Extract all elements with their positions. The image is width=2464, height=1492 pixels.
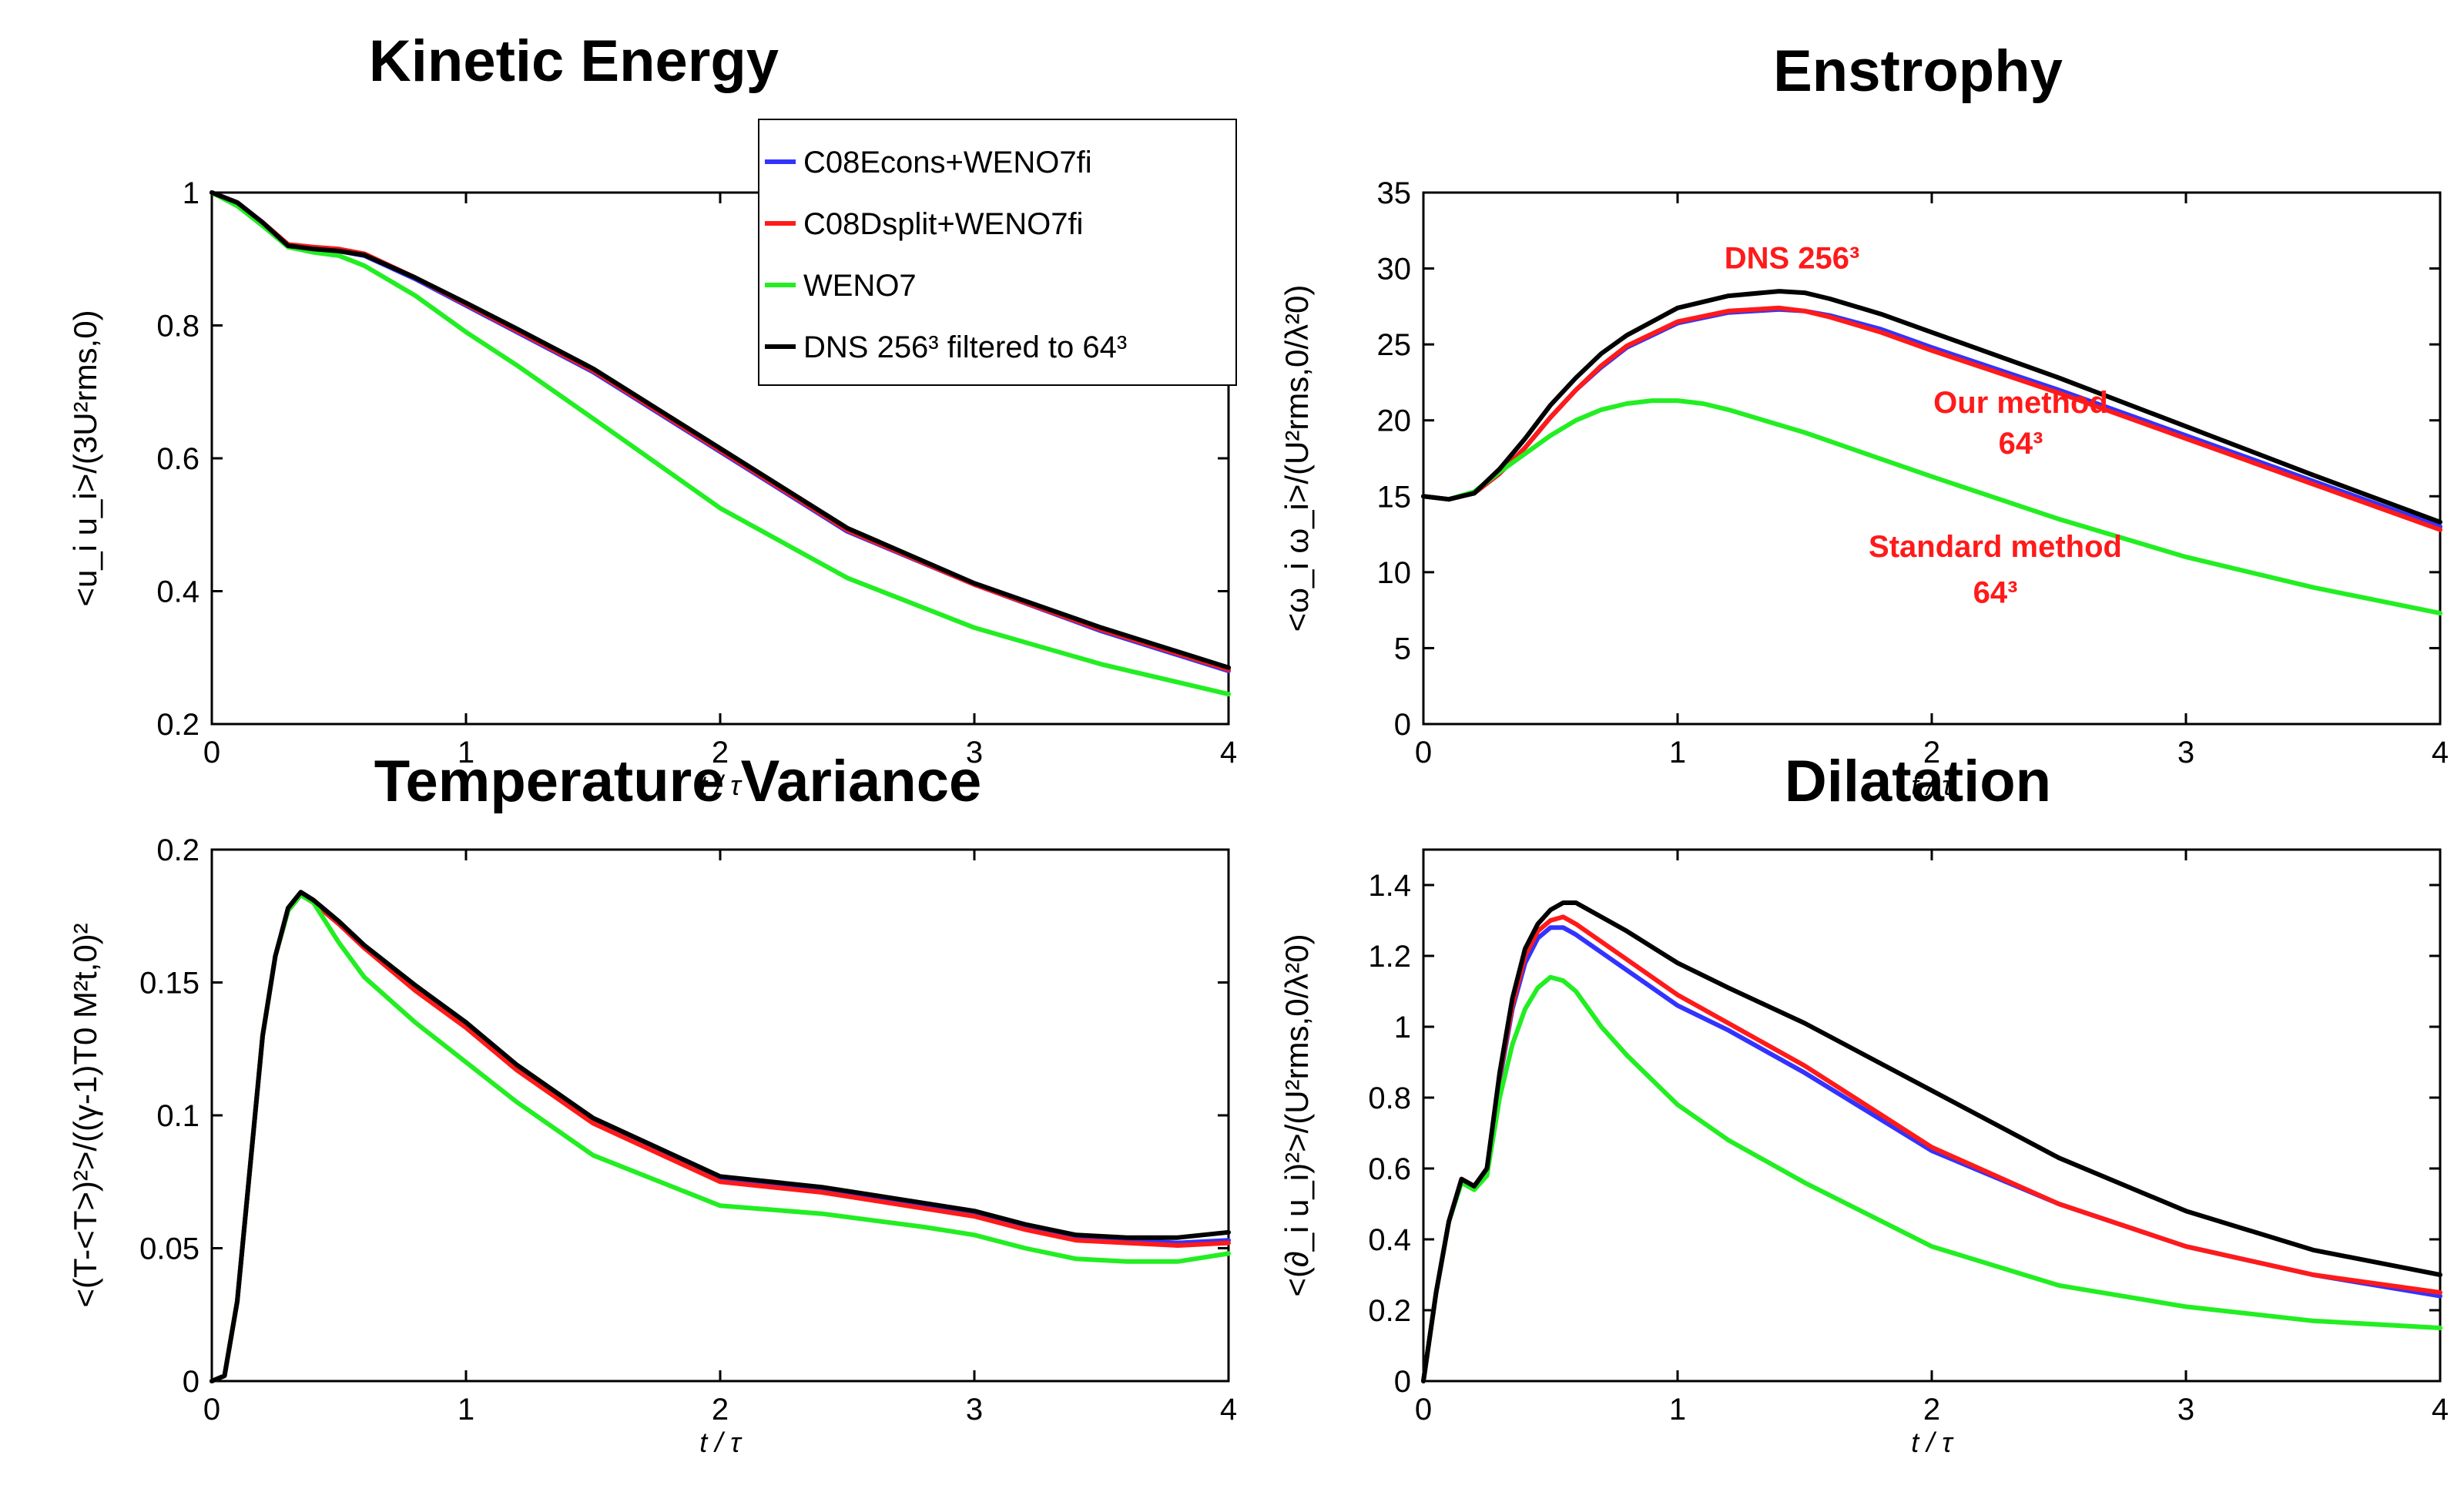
y-tick-label: 0.4 [1368,1223,1411,1257]
x-tick-label: 0 [1415,1393,1432,1427]
y-axis-label: <ω_i ω_i>/(U²rms,0/λ²0) [1279,285,1315,632]
y-tick-label: 0.2 [1368,1294,1411,1328]
x-tick-label: 2 [712,1393,729,1427]
x-tick-label: 4 [2432,1393,2449,1427]
legend-label: WENO7 [803,269,917,303]
chart-annotation: Standard method [1869,530,2122,564]
x-tick-label: 4 [1220,1393,1237,1427]
y-tick-label: 5 [1394,632,1411,666]
x-axis-label: t / τ [699,769,743,801]
axes-box [210,848,1230,1383]
chart-annotation: 64³ [1973,575,2018,609]
series-line-dns-256-filtered-to-64- [210,890,1231,1383]
y-tick-label: 0.05 [139,1232,199,1266]
y-tick-label: 0.4 [156,575,199,609]
legend-label: C08Econs+WENO7fi [803,146,1092,179]
y-tick-label: 25 [1377,328,1412,362]
x-tick-label: 0 [1415,736,1432,769]
axes-box [1422,191,2442,726]
x-tick-label: 1 [1669,736,1686,769]
legend-label: C08Dsplit+WENO7fi [803,207,1083,241]
series-line-dns-256-filtered-to-64- [1421,289,2442,525]
x-tick-label: 3 [2177,736,2194,769]
x-tick-label: 2 [712,736,729,769]
series-line-weno7 [1421,398,2442,616]
y-tick-label: 0.15 [139,967,199,1001]
y-tick-label: 1.4 [1368,869,1411,903]
y-axis-label: <(T-<T>)²>/((γ-1)T0 M²t,0)² [67,923,103,1307]
x-tick-label: 0 [203,736,220,769]
x-tick-label: 3 [2177,1393,2194,1427]
series-line-weno7 [1421,974,2442,1383]
y-tick-label: 0.2 [156,708,199,742]
panel-title: Kinetic Energy [369,28,779,94]
y-tick-label: 0.6 [1368,1152,1411,1186]
y-tick-label: 0.8 [156,310,199,344]
chart-annotation: 64³ [1999,427,2043,461]
chart-annotation: Our method [1933,386,2108,420]
series-line-c08dsplit-weno7fi [210,892,1231,1383]
y-tick-label: 0.6 [156,442,199,476]
x-tick-label: 4 [2432,736,2449,769]
y-tick-label: 0 [183,1365,199,1399]
y-tick-label: 0 [1394,708,1411,742]
panel-title: Enstrophy [1773,39,2063,104]
y-tick-label: 1 [1394,1011,1411,1044]
legend-box [758,119,1237,386]
series-line-c08econs-weno7fi [210,892,1231,1383]
x-tick-label: 0 [203,1393,220,1427]
panel-ens: Enstrophy 0 1 2 3 4 0 5 10 15 20 25 30 35 <ω_i ω_i>/(U… [1279,39,2449,801]
y-axis-label: <(∂_i u_i)²>/(U²rms,0/λ²0) [1279,934,1315,1296]
y-tick-label: 30 [1377,253,1412,287]
y-tick-label: 0.8 [1368,1081,1411,1115]
axes-box [1422,848,2442,1383]
y-axis-label: <u_i u_i>/(3U²rms,0) [67,310,103,606]
panel-ke: Kinetic Energy 0 1 2 3 4 0.2 0.4 0.6 0.8 1 <u_i u_i… [67,28,1237,801]
series-line-dns-256-filtered-to-64- [1421,900,2442,1383]
x-tick-label: 1 [458,1393,474,1427]
y-tick-label: 0 [1394,1365,1411,1399]
series-line-weno7 [210,892,1231,1383]
y-tick-label: 15 [1377,480,1412,514]
panel-tv: Temperature Variance 0 1 2 3 4 0 0.05 0.1 0.15 0.2… [67,749,1237,1458]
panel-title: Dilatation [1785,749,2051,814]
x-tick-label: 1 [458,736,474,769]
x-tick-label: 3 [966,736,983,769]
legend-label: DNS 256³ filtered to 64³ [803,330,1127,364]
chart-annotation: DNS 256³ [1725,242,1860,276]
legend: C08Econs+WENO7fi C08Dsplit+WENO7fi WENO7 DN… [758,119,1237,386]
y-tick-label: 0.2 [156,833,199,867]
x-axis-label: t / τ [1911,769,1954,801]
y-tick-label: 35 [1377,176,1412,210]
x-tick-label: 2 [1923,1393,1940,1427]
x-tick-label: 3 [966,1393,983,1427]
x-tick-label: 2 [1923,736,1940,769]
y-tick-label: 10 [1377,556,1412,590]
series-line-c08dsplit-weno7fi [1421,914,2442,1383]
panel-dil: Dilatation 0 1 2 3 4 0 0.2 0.4 0.6 0.8 1 1.2 1.4 <(∂_i… [1279,749,2449,1458]
y-tick-label: 1 [183,176,199,210]
x-axis-label: t / τ [1911,1427,1954,1458]
y-tick-label: 1.2 [1368,940,1411,974]
panel-title: Temperature Variance [374,749,982,814]
y-tick-label: 20 [1377,404,1412,438]
x-tick-label: 4 [1220,736,1237,769]
series-line-c08econs-weno7fi [1421,925,2442,1383]
series-line-dns-256-filtered-to-64- [210,190,1231,670]
x-axis-label: t / τ [699,1427,743,1458]
y-tick-label: 0.1 [156,1099,199,1133]
x-tick-label: 1 [1669,1393,1686,1427]
